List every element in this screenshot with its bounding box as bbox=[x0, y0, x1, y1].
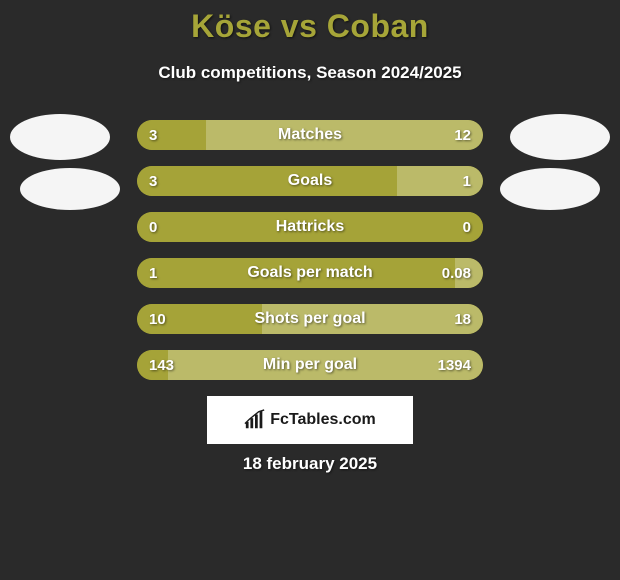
stat-bar-left-value: 1 bbox=[149, 258, 157, 288]
stat-bar-right-value: 18 bbox=[454, 304, 471, 334]
stat-bar-label: Hattricks bbox=[137, 212, 483, 242]
footer-date: 18 february 2025 bbox=[0, 454, 620, 474]
stat-bar-right-value: 1394 bbox=[438, 350, 471, 380]
chart-icon bbox=[244, 409, 266, 431]
stat-bar-label: Min per goal bbox=[137, 350, 483, 380]
stat-bar: Goals per match1 0.08 bbox=[137, 258, 483, 288]
stat-bar: Goals3 1 bbox=[137, 166, 483, 196]
source-badge-text: FcTables.com bbox=[270, 411, 376, 429]
page-title: Köse vs Coban bbox=[0, 0, 620, 45]
stat-bar-left-value: 3 bbox=[149, 166, 157, 196]
stat-bar-label: Shots per goal bbox=[137, 304, 483, 334]
stat-bar-right-value: 0.08 bbox=[442, 258, 471, 288]
stat-bar-right-value: 1 bbox=[463, 166, 471, 196]
page-subtitle: Club competitions, Season 2024/2025 bbox=[0, 63, 620, 83]
stat-bar: Shots per goal10 18 bbox=[137, 304, 483, 334]
stat-bar-label: Matches bbox=[137, 120, 483, 150]
stat-bar: Matches3 12 bbox=[137, 120, 483, 150]
stat-bar-label: Goals per match bbox=[137, 258, 483, 288]
stat-bar: Hattricks0 0 bbox=[137, 212, 483, 242]
comparison-bars: Matches312Goals31Hattricks00Goals per ma… bbox=[0, 120, 620, 396]
stat-bar: Min per goal143 1394 bbox=[137, 350, 483, 380]
stat-bar-label: Goals bbox=[137, 166, 483, 196]
source-badge: FcTables.com bbox=[207, 396, 413, 444]
stat-bar-left-value: 143 bbox=[149, 350, 174, 380]
stat-bar-right-value: 0 bbox=[463, 212, 471, 242]
stat-bar-right-value: 12 bbox=[454, 120, 471, 150]
stat-bar-left-value: 3 bbox=[149, 120, 157, 150]
stat-bar-left-value: 0 bbox=[149, 212, 157, 242]
stat-bar-left-value: 10 bbox=[149, 304, 166, 334]
